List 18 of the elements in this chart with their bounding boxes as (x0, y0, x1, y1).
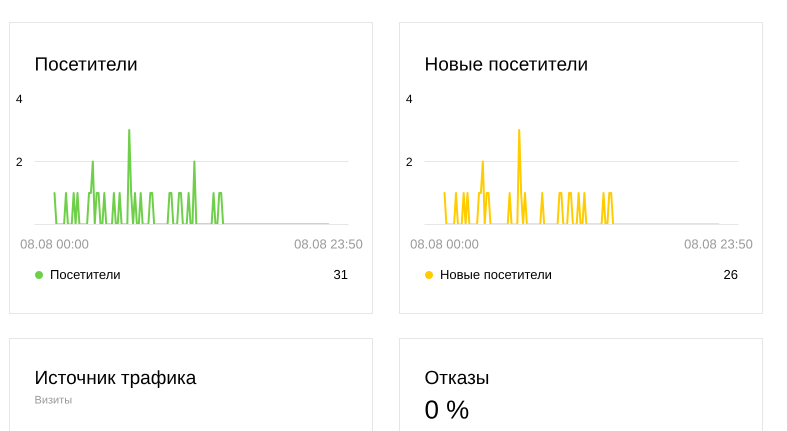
text: 26 (724, 267, 738, 282)
chart-title: Новые посетители (424, 54, 588, 76)
text: 0 % (424, 394, 470, 424)
chart-title: Посетители (34, 54, 138, 76)
legend-label: Новые посетители (439, 266, 552, 284)
y-tick-label: 4 (16, 92, 23, 106)
text: Источник трафика (34, 368, 197, 389)
text: Отказы (424, 368, 490, 389)
x-tick-label: 08.08 00:00 (410, 236, 479, 252)
y-tick-label: 2 (406, 155, 413, 169)
y-tick-label: 4 (406, 92, 413, 106)
legend-label: Посетители (49, 266, 121, 284)
text: 31 (334, 267, 348, 282)
y-tick-label: 2 (16, 155, 23, 169)
text: Визиты (34, 394, 72, 406)
x-tick-label: 08.08 23:50 (294, 236, 363, 252)
x-tick-label: 08.08 23:50 (684, 236, 753, 252)
x-tick-label: 08.08 00:00 (20, 236, 89, 252)
